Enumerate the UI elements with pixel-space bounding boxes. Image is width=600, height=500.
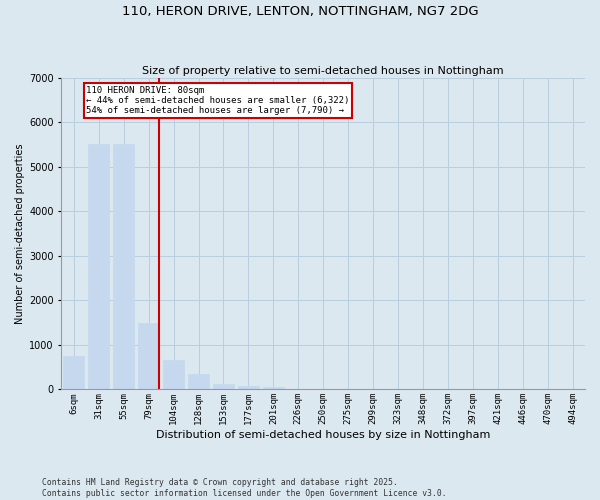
Y-axis label: Number of semi-detached properties: Number of semi-detached properties: [15, 144, 25, 324]
Bar: [238, 386, 259, 390]
Text: 110 HERON DRIVE: 80sqm
← 44% of semi-detached houses are smaller (6,322)
54% of : 110 HERON DRIVE: 80sqm ← 44% of semi-det…: [86, 86, 350, 116]
Bar: [88, 144, 109, 390]
Bar: [263, 387, 284, 390]
Bar: [138, 322, 159, 390]
X-axis label: Distribution of semi-detached houses by size in Nottingham: Distribution of semi-detached houses by …: [156, 430, 490, 440]
Bar: [213, 384, 234, 390]
Text: 110, HERON DRIVE, LENTON, NOTTINGHAM, NG7 2DG: 110, HERON DRIVE, LENTON, NOTTINGHAM, NG…: [122, 5, 478, 18]
Bar: [113, 144, 134, 390]
Bar: [163, 360, 184, 390]
Bar: [64, 356, 85, 390]
Bar: [188, 374, 209, 390]
Text: Contains HM Land Registry data © Crown copyright and database right 2025.
Contai: Contains HM Land Registry data © Crown c…: [42, 478, 446, 498]
Title: Size of property relative to semi-detached houses in Nottingham: Size of property relative to semi-detach…: [142, 66, 504, 76]
